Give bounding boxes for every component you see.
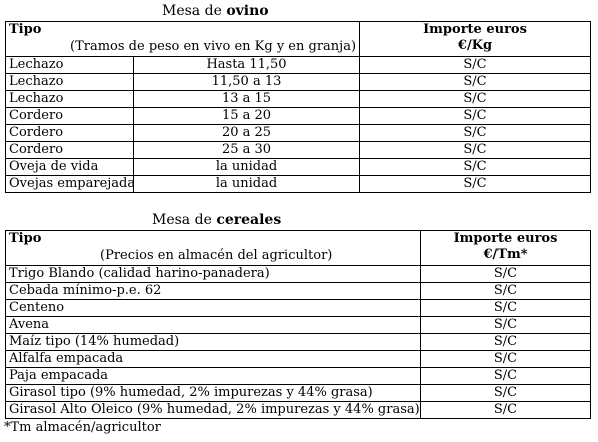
cereales-tipo-cell: Centeno (5, 299, 421, 317)
cereales-importe-cell: S/C (420, 384, 591, 402)
ovino-importe-cell: S/C (359, 175, 591, 193)
cereales-table: Tipo (Precios en almacén del agricultor)… (5, 230, 591, 419)
table-row: Lechazo Hasta 11,50 S/C (5, 56, 591, 74)
ovino-tipo-cell: Cordero (5, 124, 134, 142)
ovino-table: Tipo (Tramos de peso en vivo en Kg y en … (5, 21, 591, 193)
cereales-header-tipo: Tipo (Precios en almacén del agricultor) (5, 230, 421, 266)
cereales-tipo-cell: Alfalfa empacada (5, 350, 421, 368)
cereales-col-tipo-sub: (Precios en almacén del agricultor) (100, 248, 333, 263)
ovino-col-tipo-sub: (Tramos de peso en vivo en Kg y en granj… (70, 39, 357, 54)
cereales-header-importe: Importe euros €/Tm* (420, 230, 591, 266)
ovino-col-tipo: Tipo (9, 22, 42, 38)
table-row: Cordero 25 a 30 S/C (5, 141, 591, 159)
ovino-tramo-cell: 15 a 20 (133, 107, 360, 125)
table-row: Alfalfa empacada S/C (5, 350, 591, 368)
cereales-tipo-cell: Avena (5, 316, 421, 334)
cereales-tipo-cell: Paja empacada (5, 367, 421, 385)
ovino-importe-cell: S/C (359, 56, 591, 74)
ovino-title-bold: ovino (226, 3, 269, 19)
cereales-title-prefix: Mesa de (152, 212, 217, 228)
cereales-col-importe-2: €/Tm* (483, 247, 528, 262)
cereales-importe-cell: S/C (420, 401, 591, 419)
ovino-tipo-cell: Ovejas emparejadas (5, 175, 134, 193)
ovino-header-row: Tipo (Tramos de peso en vivo en Kg y en … (5, 21, 591, 57)
ovino-importe-cell: S/C (359, 73, 591, 91)
ovino-tramo-cell: la unidad (133, 175, 360, 193)
cereales-title-bold: cereales (216, 212, 282, 228)
ovino-header-importe: Importe euros €/Kg (359, 21, 591, 57)
cereales-importe-cell: S/C (420, 333, 591, 351)
cereales-tipo-cell: Girasol Alto Oleico (9% humedad, 2% impu… (5, 401, 421, 419)
cereales-footnote: *Tm almacén/agricultor (4, 420, 161, 435)
ovino-tramo-cell: 11,50 a 13 (133, 73, 360, 91)
ovino-title-prefix: Mesa de (162, 3, 227, 19)
table-row: Centeno S/C (5, 299, 591, 317)
cereales-col-tipo: Tipo (9, 231, 42, 247)
table-row: Cordero 20 a 25 S/C (5, 124, 591, 142)
table-row: Avena S/C (5, 316, 591, 334)
cereales-importe-cell: S/C (420, 350, 591, 368)
cereales-importe-cell: S/C (420, 316, 591, 334)
table-row: Trigo Blando (calidad harino-panadera) S/… (5, 265, 591, 283)
table-row: Cebada mínimo-p.e. 62 S/C (5, 282, 591, 300)
ovino-importe-cell: S/C (359, 90, 591, 108)
ovino-importe-cell: S/C (359, 124, 591, 142)
table-row: Lechazo 11,50 a 13 S/C (5, 73, 591, 91)
table-row: Girasol Alto Oleico (9% humedad, 2% impu… (5, 401, 591, 419)
cereales-tipo-cell: Maíz tipo (14% humedad) (5, 333, 421, 351)
cereales-col-importe-1: Importe euros (453, 231, 558, 247)
ovino-importe-cell: S/C (359, 141, 591, 159)
ovino-tipo-cell: Lechazo (5, 90, 134, 108)
ovino-tramo-cell: 25 a 30 (133, 141, 360, 159)
table-row: Cordero 15 a 20 S/C (5, 107, 591, 125)
table-row: Girasol tipo (9% humedad, 2% impurezas y… (5, 384, 591, 402)
ovino-tramo-cell: la unidad (133, 158, 360, 176)
ovino-tramo-cell: Hasta 11,50 (133, 56, 360, 74)
cereales-tipo-cell: Cebada mínimo-p.e. 62 (5, 282, 421, 300)
table-row: Lechazo 13 a 15 S/C (5, 90, 591, 108)
cereales-importe-cell: S/C (420, 299, 591, 317)
ovino-tramo-cell: 20 a 25 (133, 124, 360, 142)
table-row: Ovejas emparejadas la unidad S/C (5, 175, 591, 193)
cereales-tipo-cell: Girasol tipo (9% humedad, 2% impurezas y… (5, 384, 421, 402)
ovino-tipo-cell: Lechazo (5, 56, 134, 74)
ovino-col-importe-1: Importe euros (423, 22, 527, 38)
ovino-tipo-cell: Cordero (5, 141, 134, 159)
table-row: Maíz tipo (14% humedad) S/C (5, 333, 591, 351)
table-row: Paja empacada S/C (5, 367, 591, 385)
cereales-importe-cell: S/C (420, 265, 591, 283)
cereales-importe-cell: S/C (420, 367, 591, 385)
table-row: Oveja de vida la unidad S/C (5, 158, 591, 176)
cereales-importe-cell: S/C (420, 282, 591, 300)
ovino-header-tipo: Tipo (Tramos de peso en vivo en Kg y en … (5, 21, 360, 57)
ovino-importe-cell: S/C (359, 107, 591, 125)
ovino-tramo-cell: 13 a 15 (133, 90, 360, 108)
ovino-tipo-cell: Oveja de vida (5, 158, 134, 176)
ovino-tipo-cell: Lechazo (5, 73, 134, 91)
cereales-header-row: Tipo (Precios en almacén del agricultor)… (5, 230, 591, 266)
ovino-col-importe-2: €/Kg (457, 38, 493, 53)
ovino-tipo-cell: Cordero (5, 107, 134, 125)
cereales-tipo-cell: Trigo Blando (calidad harino-panadera) (5, 265, 421, 283)
ovino-importe-cell: S/C (359, 158, 591, 176)
